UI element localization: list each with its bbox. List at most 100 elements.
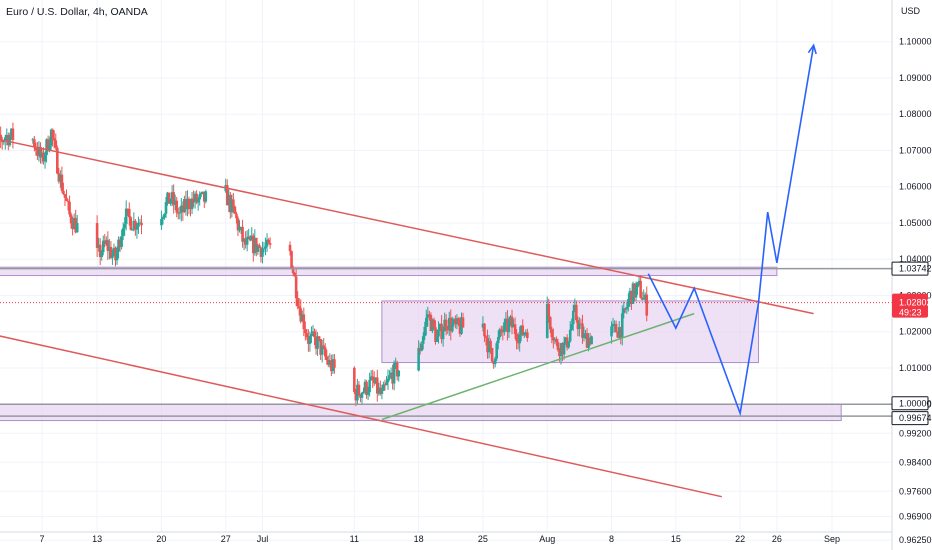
candle-body [552, 337, 555, 341]
candle-body [114, 247, 117, 261]
candle-body [435, 336, 439, 342]
resistance-zone[interactable] [0, 266, 778, 277]
drawing-lines[interactable] [0, 125, 892, 498]
candle-body [353, 367, 356, 392]
candle-body [624, 308, 627, 310]
support-trendline[interactable] [381, 312, 695, 421]
candle-body [547, 303, 551, 318]
candle-body [189, 207, 192, 210]
candle-body [302, 314, 306, 330]
candle-body [160, 219, 163, 226]
candle-body [71, 223, 74, 230]
candle-body [137, 222, 140, 227]
candle-body [307, 337, 310, 344]
candle-body [522, 332, 526, 336]
current-price-badge-bg [892, 293, 928, 318]
x-tick-label: Jul [257, 534, 269, 544]
candle-body [245, 237, 249, 245]
candle-body [230, 199, 234, 213]
candle-body [319, 339, 322, 355]
candle-body [643, 294, 647, 298]
candle-body [461, 317, 465, 328]
candle-body [294, 276, 298, 299]
candle-body [310, 333, 313, 337]
candle-body [261, 248, 264, 257]
candle-body [382, 384, 385, 391]
candle-body [328, 360, 332, 365]
candle-body [372, 380, 376, 384]
projection-path[interactable] [647, 43, 817, 417]
candle-body [232, 199, 235, 207]
candle-body [176, 212, 180, 214]
candle-body [98, 244, 102, 257]
candle-body [503, 322, 506, 333]
candle-body [51, 129, 55, 139]
candle-body [518, 334, 521, 344]
candle-body [163, 213, 166, 218]
y-tick-label: 0.97600 [899, 486, 932, 496]
candle-body [235, 213, 238, 219]
candle-body [244, 238, 247, 245]
y-tick-label: 0.99200 [899, 428, 932, 438]
candle-body [253, 237, 257, 254]
candle-body [588, 337, 592, 345]
candle-body [385, 382, 388, 386]
channel-lower-line[interactable] [0, 321, 722, 498]
candle-body [501, 330, 505, 333]
candle-body [441, 331, 445, 340]
candle-body [196, 199, 200, 203]
candle-body [562, 342, 566, 355]
candle-body [487, 340, 491, 353]
candle-body [134, 220, 137, 230]
candle-body [109, 246, 113, 258]
candle-body [513, 324, 517, 334]
candle-body [426, 314, 430, 318]
candle-body [265, 239, 269, 247]
candle-body [493, 358, 497, 365]
candle-body [106, 240, 110, 251]
candle-body [8, 136, 12, 146]
candle-body [584, 333, 587, 335]
candle-body [255, 237, 258, 252]
candle-body [202, 191, 206, 202]
candle-body [446, 328, 450, 331]
projection-arrowhead[interactable] [807, 43, 817, 55]
x-tick-label: 26 [772, 534, 782, 544]
candle-body [437, 329, 440, 337]
candle-body [161, 217, 165, 220]
candle-body [567, 341, 570, 348]
candle-body [193, 193, 197, 203]
candle-body [550, 329, 554, 338]
candle-body [619, 327, 623, 338]
candle-body [164, 201, 168, 214]
candle-body [69, 214, 73, 224]
candle-body [379, 387, 382, 394]
candle-body [524, 332, 528, 334]
candle-body [117, 239, 120, 252]
candle-body [199, 192, 203, 195]
candle-body [458, 324, 462, 334]
candle-body [317, 336, 321, 340]
candle-body [519, 325, 523, 335]
candle-body [424, 317, 428, 327]
candle-body [331, 359, 335, 372]
candle-body [556, 342, 560, 351]
candle-body [140, 222, 143, 226]
candle-body [236, 218, 240, 231]
candle-body [105, 240, 108, 245]
projection-polyline[interactable] [647, 45, 815, 417]
candle-body [581, 323, 584, 338]
candle-body [66, 200, 70, 202]
candle-body [444, 319, 448, 329]
candle-body [166, 192, 169, 202]
candle-body [123, 224, 126, 229]
candle-body [308, 336, 312, 344]
candle-body [7, 135, 10, 146]
candle-body [628, 290, 632, 300]
candle-body [423, 326, 427, 337]
candle-body [33, 139, 36, 148]
channel-upper-line[interactable] [0, 125, 814, 315]
candle-body [120, 236, 123, 247]
bar-countdown: 49:23 [899, 308, 922, 318]
